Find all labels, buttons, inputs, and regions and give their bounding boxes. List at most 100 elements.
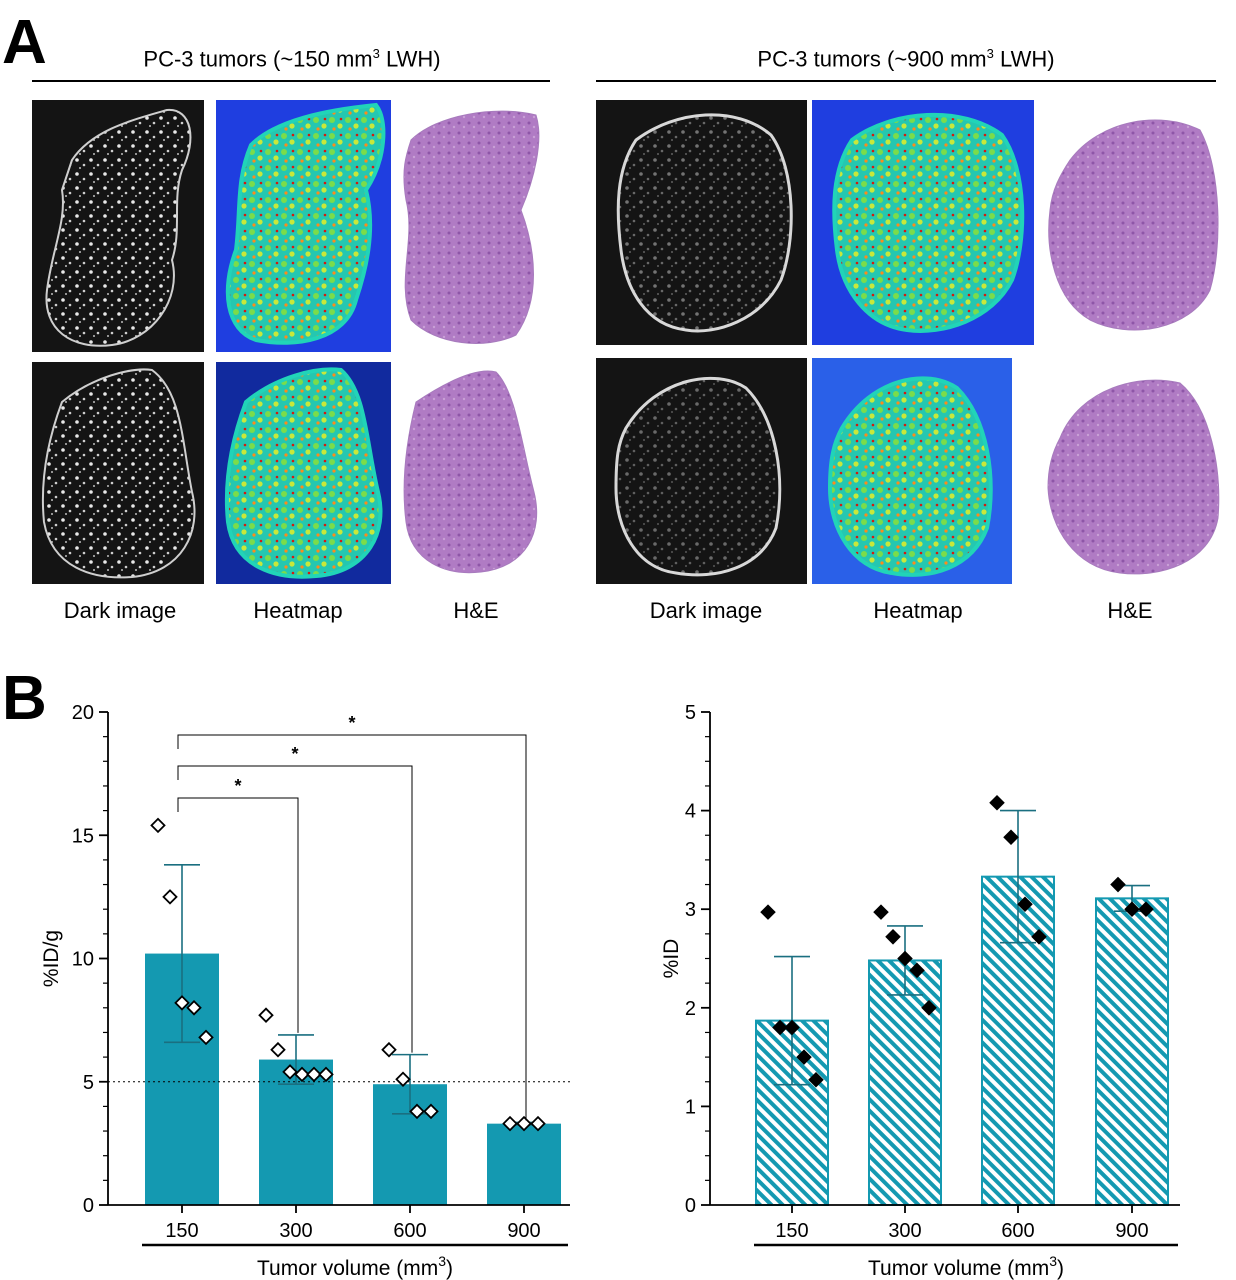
group-1-title: PC-3 tumors (~150 mm3 LWH)	[32, 46, 552, 72]
significance-bracket-150-300	[177, 797, 299, 1033]
y-tick-label-5: 5	[83, 1072, 94, 1094]
data-point-600-3	[1031, 929, 1047, 945]
significance-bracket-150-600	[177, 765, 413, 1053]
data-point-300-3	[294, 1066, 310, 1083]
y-tick-label-1: 1	[685, 1096, 696, 1118]
data-point-600-2	[1017, 896, 1033, 913]
he-stain-900-bottom	[1040, 368, 1225, 580]
group-1-title-main: PC-3 tumors (~150 mm	[143, 46, 373, 72]
he-stain-150-top	[396, 100, 546, 352]
data-point-150-0	[760, 904, 776, 920]
group-2-title-sup: 3	[986, 46, 994, 61]
data-point-900-1	[516, 1115, 532, 1132]
data-point-150-3	[796, 1049, 812, 1065]
data-point-600-1	[1003, 829, 1019, 845]
group-1-title-sup: 3	[372, 46, 380, 61]
y-tick-label-0: 0	[83, 1195, 94, 1217]
data-point-600-3	[423, 1103, 439, 1120]
data-point-900-0	[502, 1115, 518, 1132]
data-point-150-2	[784, 1019, 800, 1036]
y-tick-label-15: 15	[72, 825, 94, 847]
data-point-150-3	[186, 1000, 202, 1016]
data-point-300-1	[270, 1041, 286, 1058]
dark-image-150-top	[32, 100, 204, 352]
data-point-300-2	[897, 950, 913, 967]
data-point-600-2	[409, 1103, 425, 1120]
data-point-600-0	[381, 1041, 397, 1058]
x-tick-label-600: 600	[1001, 1220, 1034, 1242]
chart-id-percent: 0 1 2 3 4 5 150 300 600 900 Tumor volume (mm3) %ID	[660, 702, 1180, 1280]
y-axis-label: %ID	[660, 939, 683, 979]
dark-image-900-bottom	[596, 358, 807, 584]
data-point-300-2	[282, 1064, 298, 1080]
heatmap-900-top	[812, 100, 1034, 345]
he-stain-900-top	[1040, 100, 1225, 345]
y-tick-label-2: 2	[685, 998, 696, 1020]
caption-he-900: H&E	[1107, 598, 1153, 623]
y-tick-label-0: 0	[685, 1195, 696, 1217]
bar-900	[1095, 897, 1169, 1206]
group-2-title-end: LWH)	[993, 46, 1055, 72]
data-point-900-1	[1124, 901, 1140, 917]
x-tick-label-300: 300	[279, 1220, 312, 1242]
data-point-300-0	[258, 1007, 274, 1023]
x-tick-label-150: 150	[165, 1220, 198, 1242]
x-tick-label-900: 900	[507, 1220, 540, 1242]
dark-image-150-bottom	[32, 362, 204, 584]
data-point-150-1	[162, 889, 178, 905]
data-point-900-0	[1110, 876, 1126, 893]
data-point-600-1	[395, 1071, 411, 1088]
he-stain-150-bottom	[396, 362, 546, 584]
group-1-title-end: LWH)	[379, 46, 441, 72]
dark-image-900-top	[596, 100, 807, 345]
group-2-title: PC-3 tumors (~900 mm3 LWH)	[596, 46, 1216, 72]
y-tick-label-20: 20	[72, 702, 94, 724]
y-tick-label-5: 5	[685, 702, 696, 724]
data-point-900-2	[530, 1115, 546, 1132]
group-2-rule	[596, 80, 1216, 82]
data-point-600-0	[989, 794, 1005, 811]
data-point-300-4	[306, 1066, 322, 1083]
significance-star-150-300: *	[234, 776, 241, 796]
significance-bracket-150-900	[177, 734, 527, 1121]
data-point-300-3	[909, 962, 925, 979]
panel-b-letter: B	[2, 664, 47, 733]
data-point-300-5	[318, 1066, 334, 1083]
data-point-150-4	[198, 1029, 214, 1046]
heatmap-150-top	[216, 100, 391, 352]
x-axis-label: Tumor volume (mm3)	[868, 1253, 1064, 1280]
data-point-900-2	[1138, 901, 1154, 917]
heatmap-900-bottom	[812, 358, 1012, 584]
x-tick-label-300: 300	[888, 1220, 921, 1242]
data-point-300-0	[873, 904, 889, 920]
x-axis-label: Tumor volume (mm3)	[257, 1253, 453, 1280]
significance-star-150-900: *	[348, 713, 355, 733]
x-tick-label-600: 600	[393, 1220, 426, 1242]
x-tick-label-900: 900	[1115, 1220, 1148, 1242]
panel-a-letter: A	[2, 8, 47, 77]
caption-he-150: H&E	[453, 598, 499, 623]
chart-id-per-gram: 0 5 10 15 20 150 300 600 900 Tumor volume (mm3) %I…	[40, 702, 570, 1280]
heatmap-150-bottom	[216, 362, 391, 584]
group-1-rule	[32, 80, 550, 82]
y-axis-label: %ID/g	[40, 930, 63, 987]
significance-star-150-600: *	[291, 744, 298, 764]
data-point-150-0	[150, 817, 166, 834]
bar-300	[868, 959, 942, 1206]
data-point-300-4	[921, 1000, 937, 1016]
y-tick-label-10: 10	[72, 949, 94, 971]
caption-dark-image-900: Dark image	[649, 598, 763, 623]
caption-heatmap-150: Heatmap	[253, 598, 343, 623]
group-2-title-main: PC-3 tumors (~900 mm	[757, 46, 987, 72]
data-point-150-1	[772, 1019, 788, 1036]
x-tick-label-150: 150	[775, 1220, 808, 1242]
bar-900	[487, 1123, 561, 1205]
caption-heatmap-900: Heatmap	[873, 598, 963, 623]
y-tick-label-3: 3	[685, 899, 696, 921]
data-point-300-1	[885, 929, 901, 945]
caption-dark-image-150: Dark image	[63, 598, 177, 623]
data-point-150-4	[808, 1072, 824, 1088]
data-point-150-2	[174, 995, 190, 1011]
y-tick-label-4: 4	[685, 801, 696, 823]
